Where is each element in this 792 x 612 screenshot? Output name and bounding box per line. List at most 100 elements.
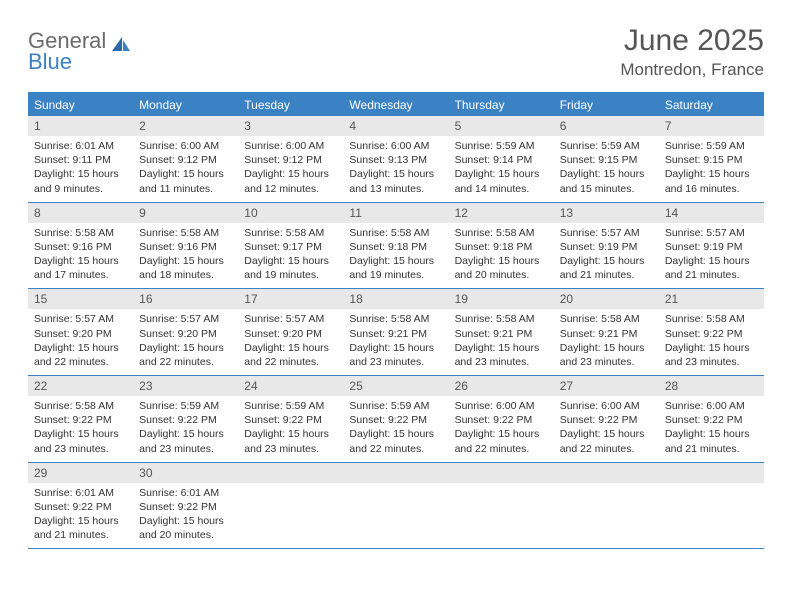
day-ss: Sunset: 9:22 PM — [560, 413, 653, 427]
week-row: 8Sunrise: 5:58 AMSunset: 9:16 PMDaylight… — [28, 203, 764, 290]
day-dl1: Daylight: 15 hours — [665, 427, 758, 441]
day-sr: Sunrise: 6:00 AM — [455, 399, 548, 413]
day-number — [238, 463, 343, 483]
day-number: 15 — [28, 289, 133, 309]
day-dl2: and 22 minutes. — [455, 442, 548, 456]
day-dl1: Daylight: 15 hours — [139, 254, 232, 268]
day-sr: Sunrise: 5:57 AM — [34, 312, 127, 326]
day-ss: Sunset: 9:20 PM — [139, 327, 232, 341]
day-body: Sunrise: 6:00 AMSunset: 9:22 PMDaylight:… — [659, 396, 764, 456]
day-sr: Sunrise: 5:58 AM — [139, 226, 232, 240]
day-sr: Sunrise: 6:00 AM — [349, 139, 442, 153]
day-dl2: and 15 minutes. — [560, 182, 653, 196]
day-number — [343, 463, 448, 483]
day-ss: Sunset: 9:21 PM — [455, 327, 548, 341]
day-dl1: Daylight: 15 hours — [34, 254, 127, 268]
day-ss: Sunset: 9:22 PM — [139, 413, 232, 427]
day-cell — [449, 463, 554, 549]
week-row: 29Sunrise: 6:01 AMSunset: 9:22 PMDayligh… — [28, 463, 764, 550]
day-header-mon: Monday — [133, 94, 238, 116]
day-cell — [238, 463, 343, 549]
day-number: 7 — [659, 116, 764, 136]
day-body: Sunrise: 6:00 AMSunset: 9:22 PMDaylight:… — [554, 396, 659, 456]
day-dl2: and 21 minutes. — [665, 442, 758, 456]
day-number: 30 — [133, 463, 238, 483]
day-sr: Sunrise: 6:00 AM — [560, 399, 653, 413]
day-cell: 18Sunrise: 5:58 AMSunset: 9:21 PMDayligh… — [343, 289, 448, 375]
day-number: 23 — [133, 376, 238, 396]
day-sr: Sunrise: 6:00 AM — [139, 139, 232, 153]
day-number: 20 — [554, 289, 659, 309]
day-sr: Sunrise: 5:57 AM — [560, 226, 653, 240]
day-cell: 30Sunrise: 6:01 AMSunset: 9:22 PMDayligh… — [133, 463, 238, 549]
day-body: Sunrise: 5:57 AMSunset: 9:19 PMDaylight:… — [554, 223, 659, 283]
day-number: 28 — [659, 376, 764, 396]
day-sr: Sunrise: 5:57 AM — [139, 312, 232, 326]
day-body: Sunrise: 6:00 AMSunset: 9:22 PMDaylight:… — [449, 396, 554, 456]
day-sr: Sunrise: 5:58 AM — [560, 312, 653, 326]
day-sr: Sunrise: 5:58 AM — [34, 226, 127, 240]
week-row: 22Sunrise: 5:58 AMSunset: 9:22 PMDayligh… — [28, 376, 764, 463]
day-number: 19 — [449, 289, 554, 309]
header: General Blue June 2025 Montredon, France — [28, 24, 764, 80]
day-dl1: Daylight: 15 hours — [139, 514, 232, 528]
day-cell: 6Sunrise: 5:59 AMSunset: 9:15 PMDaylight… — [554, 116, 659, 202]
day-dl1: Daylight: 15 hours — [244, 341, 337, 355]
day-number: 17 — [238, 289, 343, 309]
day-dl2: and 19 minutes. — [244, 268, 337, 282]
day-number: 4 — [343, 116, 448, 136]
day-body: Sunrise: 6:01 AMSunset: 9:22 PMDaylight:… — [133, 483, 238, 543]
day-number: 18 — [343, 289, 448, 309]
day-dl1: Daylight: 15 hours — [349, 427, 442, 441]
day-cell: 24Sunrise: 5:59 AMSunset: 9:22 PMDayligh… — [238, 376, 343, 462]
day-ss: Sunset: 9:18 PM — [455, 240, 548, 254]
day-dl2: and 23 minutes. — [665, 355, 758, 369]
day-dl1: Daylight: 15 hours — [139, 341, 232, 355]
day-ss: Sunset: 9:18 PM — [349, 240, 442, 254]
day-cell: 17Sunrise: 5:57 AMSunset: 9:20 PMDayligh… — [238, 289, 343, 375]
day-cell — [659, 463, 764, 549]
day-body: Sunrise: 5:59 AMSunset: 9:22 PMDaylight:… — [133, 396, 238, 456]
day-body: Sunrise: 5:58 AMSunset: 9:18 PMDaylight:… — [343, 223, 448, 283]
day-cell — [343, 463, 448, 549]
day-body: Sunrise: 5:58 AMSunset: 9:21 PMDaylight:… — [554, 309, 659, 369]
day-cell: 22Sunrise: 5:58 AMSunset: 9:22 PMDayligh… — [28, 376, 133, 462]
day-dl1: Daylight: 15 hours — [560, 254, 653, 268]
day-cell: 10Sunrise: 5:58 AMSunset: 9:17 PMDayligh… — [238, 203, 343, 289]
day-ss: Sunset: 9:12 PM — [244, 153, 337, 167]
day-cell: 1Sunrise: 6:01 AMSunset: 9:11 PMDaylight… — [28, 116, 133, 202]
day-cell: 14Sunrise: 5:57 AMSunset: 9:19 PMDayligh… — [659, 203, 764, 289]
page: General Blue June 2025 Montredon, France… — [0, 0, 792, 573]
day-number: 14 — [659, 203, 764, 223]
day-dl1: Daylight: 15 hours — [244, 254, 337, 268]
day-sr: Sunrise: 5:57 AM — [665, 226, 758, 240]
day-number: 29 — [28, 463, 133, 483]
day-dl2: and 23 minutes. — [560, 355, 653, 369]
day-cell — [554, 463, 659, 549]
day-body: Sunrise: 5:57 AMSunset: 9:20 PMDaylight:… — [28, 309, 133, 369]
day-number: 2 — [133, 116, 238, 136]
day-body: Sunrise: 5:57 AMSunset: 9:20 PMDaylight:… — [133, 309, 238, 369]
day-header-sat: Saturday — [659, 94, 764, 116]
day-number: 25 — [343, 376, 448, 396]
day-body: Sunrise: 5:59 AMSunset: 9:22 PMDaylight:… — [343, 396, 448, 456]
day-body: Sunrise: 5:58 AMSunset: 9:16 PMDaylight:… — [28, 223, 133, 283]
day-cell: 27Sunrise: 6:00 AMSunset: 9:22 PMDayligh… — [554, 376, 659, 462]
day-cell: 13Sunrise: 5:57 AMSunset: 9:19 PMDayligh… — [554, 203, 659, 289]
day-dl2: and 16 minutes. — [665, 182, 758, 196]
day-body: Sunrise: 6:00 AMSunset: 9:12 PMDaylight:… — [133, 136, 238, 196]
day-ss: Sunset: 9:11 PM — [34, 153, 127, 167]
day-dl2: and 18 minutes. — [139, 268, 232, 282]
day-dl1: Daylight: 15 hours — [455, 341, 548, 355]
location: Montredon, France — [620, 60, 764, 80]
day-body: Sunrise: 5:58 AMSunset: 9:17 PMDaylight:… — [238, 223, 343, 283]
day-header-thu: Thursday — [449, 94, 554, 116]
logo: General Blue — [28, 24, 132, 73]
day-ss: Sunset: 9:22 PM — [665, 413, 758, 427]
day-dl2: and 21 minutes. — [665, 268, 758, 282]
day-dl2: and 22 minutes. — [244, 355, 337, 369]
day-sr: Sunrise: 6:01 AM — [139, 486, 232, 500]
day-number — [659, 463, 764, 483]
day-dl1: Daylight: 15 hours — [560, 167, 653, 181]
day-cell: 21Sunrise: 5:58 AMSunset: 9:22 PMDayligh… — [659, 289, 764, 375]
